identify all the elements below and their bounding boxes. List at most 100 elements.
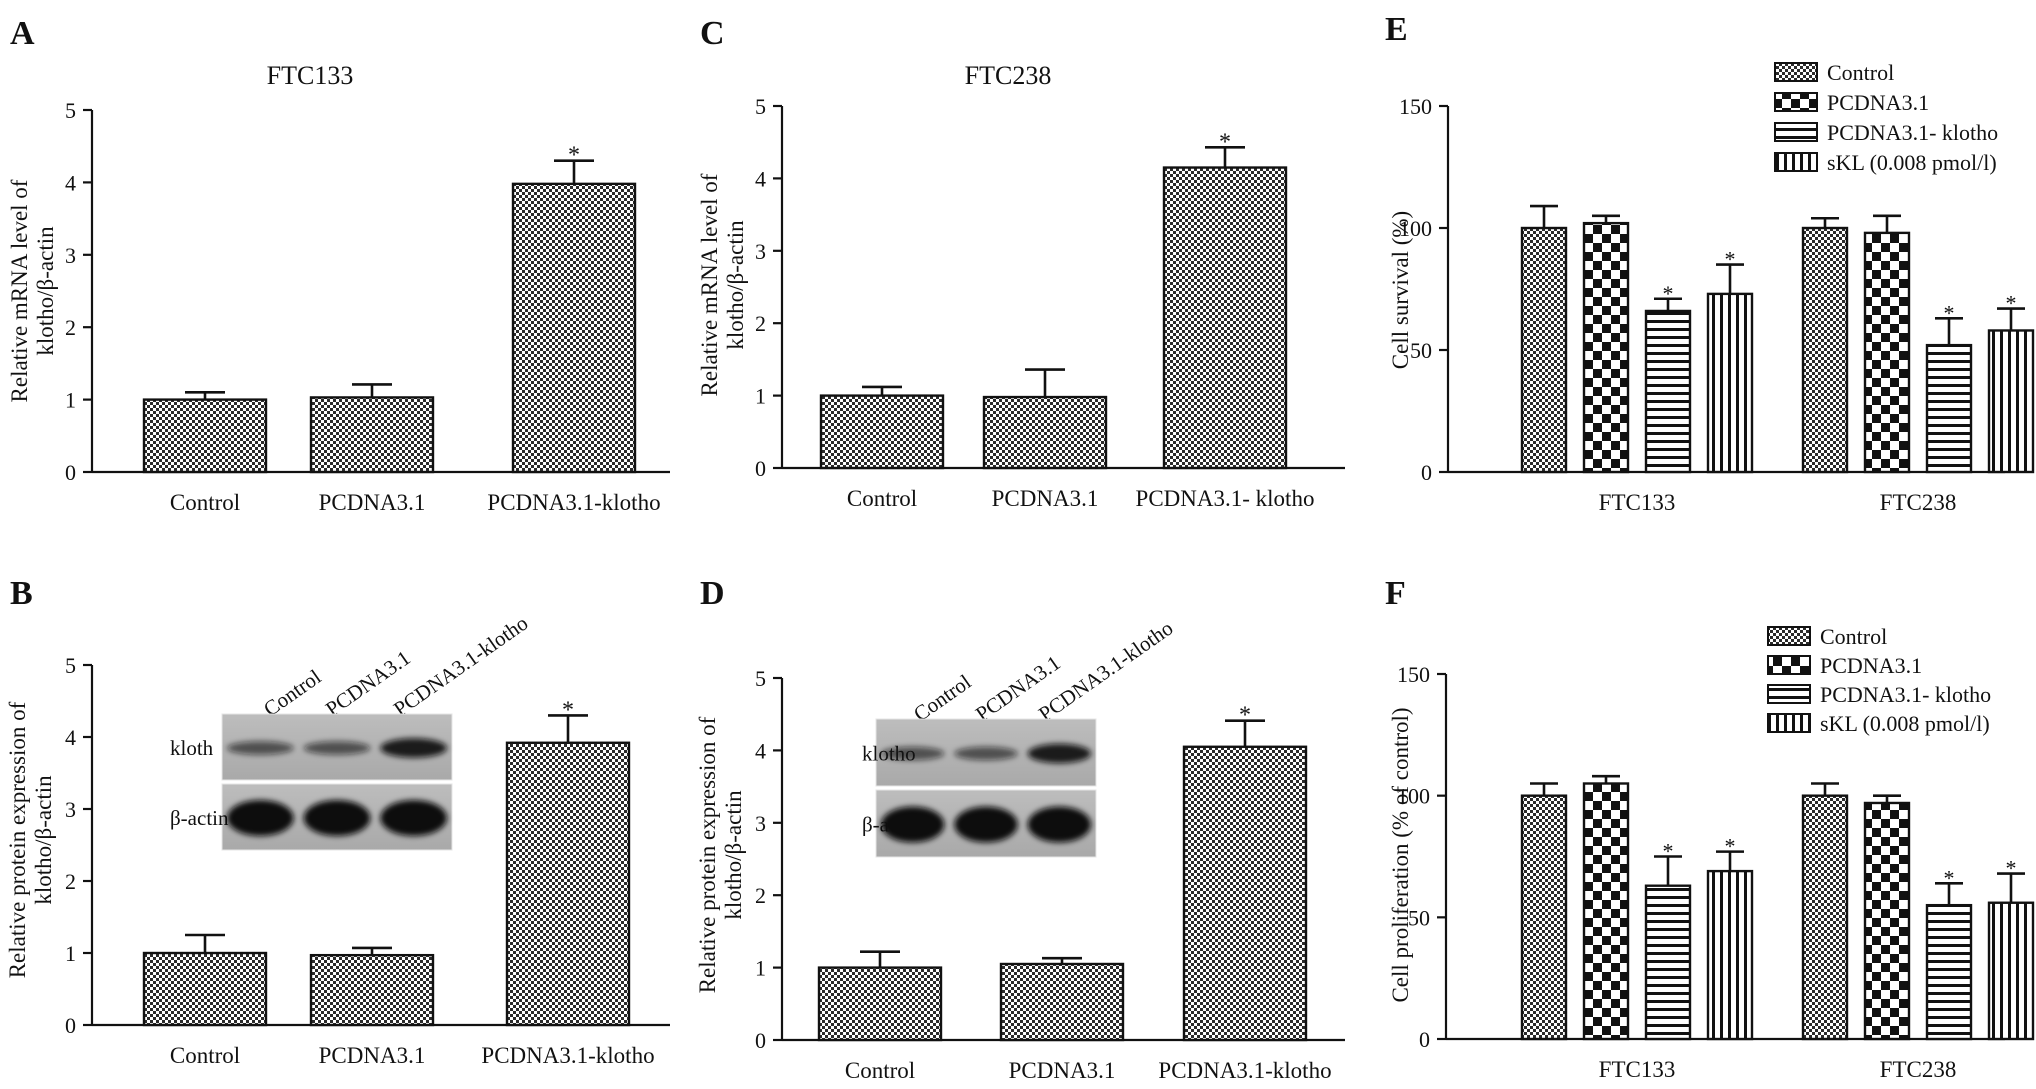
y-axis-label-line: klotho/β-actin: [33, 226, 58, 356]
chart-panel-e: 0 50 100 150 Cell survival (%) * * FTC133 * * FTC2…: [1388, 60, 2035, 515]
bar: [1582, 221, 1630, 474]
bar: [1801, 226, 1849, 474]
x-tick-label: PCDNA3.1-klotho: [1158, 1058, 1331, 1083]
y-tick-label: 50: [1408, 905, 1430, 930]
y-tick-label: 3: [65, 797, 76, 822]
legend-swatch: [1767, 655, 1811, 675]
significance-marker: *: [1725, 247, 1736, 272]
x-tick-label: PCDNA3.1: [992, 486, 1099, 511]
panel-letter-c: C: [700, 15, 725, 52]
blot-row-label: kloth: [170, 736, 214, 760]
significance-marker: *: [1725, 834, 1736, 859]
x-tick-label: PCDNA3.1- klotho: [1136, 486, 1315, 511]
y-tick-label: 0: [755, 456, 766, 481]
significance-marker: *: [1219, 129, 1231, 155]
y-tick-label: 150: [1399, 94, 1432, 119]
blot-lane-label: Control: [259, 665, 325, 722]
y-tick-label: 50: [1410, 338, 1432, 363]
y-tick-label: 100: [1397, 784, 1430, 809]
blot-band: [303, 741, 371, 755]
y-axis-label-line: Relative mRNA level of: [7, 179, 32, 402]
bar: [1706, 292, 1754, 474]
panel-letter-b: B: [10, 575, 33, 612]
bar: [1182, 745, 1308, 1042]
bar: [817, 966, 943, 1042]
bar: [999, 962, 1125, 1042]
bar: [511, 182, 637, 474]
bar: [819, 394, 945, 470]
x-tick-label: Control: [170, 1043, 240, 1068]
bar: [1162, 166, 1288, 470]
blot-band: [954, 806, 1018, 843]
blot-band: [1027, 743, 1092, 764]
legend: Control PCDNA3.1 PCDNA3.1- klotho sKL (0.00…: [1767, 624, 1991, 736]
legend-swatch: [1774, 152, 1818, 172]
bar: [309, 396, 435, 474]
legend-label: PCDNA3.1: [1827, 90, 1929, 115]
blot-band: [227, 800, 294, 836]
y-axis-label-line: Cell proliferation (% of control): [1388, 707, 1413, 1002]
bar: [142, 951, 268, 1027]
blot-band: [380, 738, 447, 758]
legend-swatch: [1774, 122, 1818, 142]
panel-letter-d: D: [700, 575, 725, 612]
bar: [309, 953, 435, 1027]
bar: [1925, 343, 1973, 474]
x-tick-label: FTC238: [1880, 490, 1957, 515]
legend-swatch: [1774, 92, 1818, 112]
bar: [982, 395, 1108, 470]
y-tick-label: 1: [65, 941, 76, 966]
bar: [1706, 869, 1754, 1041]
bar: [1987, 901, 2035, 1041]
blot-lane-label: Control: [909, 670, 975, 727]
chart-title: FTC133: [267, 61, 354, 90]
y-axis-label: Cell proliferation (% of control): [1388, 707, 1413, 1002]
blot-band: [881, 746, 945, 761]
blot-band: [227, 741, 294, 755]
blot-band: [303, 800, 371, 836]
significance-marker: *: [1663, 281, 1674, 306]
y-tick-label: 4: [65, 170, 76, 195]
y-axis-label: Relative protein expression ofklotho/β-a…: [5, 701, 56, 978]
y-tick-label: 2: [65, 869, 76, 894]
legend-label: sKL (0.008 pmol/l): [1820, 711, 1990, 736]
bar: [505, 741, 631, 1027]
y-tick-label: 5: [755, 94, 766, 119]
bar: [1925, 903, 1973, 1041]
y-tick-label: 0: [1421, 460, 1432, 485]
x-tick-label: FTC133: [1599, 1057, 1676, 1082]
legend-label: PCDNA3.1- klotho: [1827, 120, 1998, 145]
significance-marker: *: [568, 143, 580, 169]
bar: [1863, 801, 1911, 1041]
blot-band: [954, 746, 1018, 761]
y-tick-label: 2: [65, 315, 76, 340]
y-tick-label: 2: [755, 311, 766, 336]
panel-letters: A B C D E F: [10, 11, 1408, 612]
x-tick-label: Control: [847, 486, 917, 511]
y-tick-label: 5: [65, 98, 76, 123]
chart-title: FTC238: [965, 61, 1052, 90]
legend-label: sKL (0.008 pmol/l): [1827, 150, 1997, 175]
y-tick-label: 0: [65, 460, 76, 485]
y-axis-label-line: klotho/β-actin: [721, 790, 746, 920]
y-axis-label-line: Cell survival (%): [1388, 211, 1413, 369]
legend-swatch: [1767, 684, 1811, 704]
significance-marker: *: [1663, 839, 1674, 864]
legend: Control PCDNA3.1 PCDNA3.1- klotho sKL (0.00…: [1774, 60, 1998, 175]
x-tick-label: PCDNA3.1: [319, 490, 426, 515]
y-tick-label: 4: [65, 725, 76, 750]
y-tick-label: 3: [65, 243, 76, 268]
y-tick-label: 5: [755, 666, 766, 691]
bar: [1520, 794, 1568, 1041]
y-axis-label: Relative mRNA level ofklotho/β-actin: [7, 179, 58, 402]
x-tick-label: Control: [170, 490, 240, 515]
legend-label: PCDNA3.1: [1820, 653, 1922, 678]
blot-band: [380, 800, 447, 836]
y-axis-label: Relative protein expression ofklotho/β-a…: [695, 716, 746, 993]
chart-panel-c: 0 1 2 3 4 5 Relative mRNA level ofklotho/β-act…: [697, 61, 1345, 511]
y-axis-label-line: klotho/β-actin: [723, 220, 748, 350]
panel-letter-a: A: [10, 15, 35, 52]
